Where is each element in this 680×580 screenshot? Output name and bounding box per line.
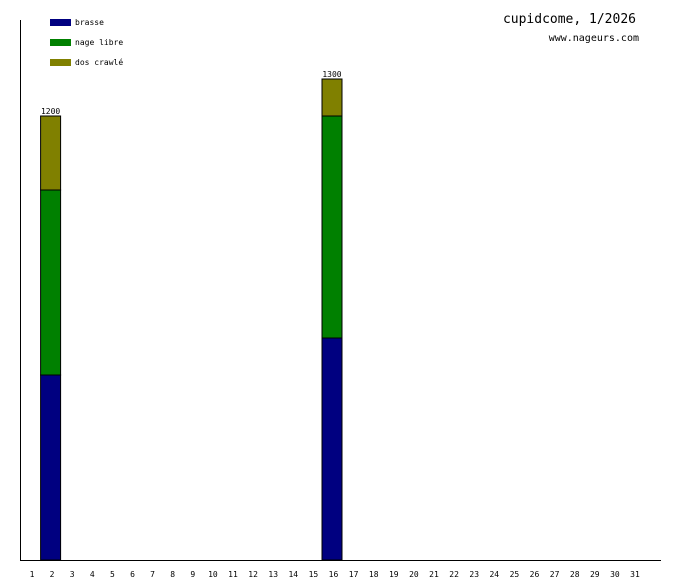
x-tick-label: 24 [489,570,499,579]
x-tick-labels: 1 2 3 4 5 6 7 8 9 10 11 12 13 14 15 16 17 18 19 20 21 22 23 24 2… [30,570,640,579]
bars: 1200 1300 [40,70,343,561]
x-tick-label: 19 [389,570,399,579]
x-tick-label: 25 [510,570,520,579]
x-tick-label: 28 [570,570,580,579]
x-tick-label: 1 [30,570,35,579]
bar-total-label: 1200 [41,107,60,116]
bar-segment [40,189,62,376]
x-tick-label: 16 [329,570,339,579]
legend-label: dos crawlé [75,57,123,67]
x-tick-label: 11 [228,570,238,579]
x-tick-label: 2 [50,570,55,579]
bar-segment [321,337,343,561]
legend-label: brasse [75,18,104,27]
x-tick-label: 14 [288,570,298,579]
x-tick-label: 4 [90,570,95,579]
x-tick-label: 29 [590,570,600,579]
legend-swatch [50,59,71,66]
x-tick-label: 21 [429,570,439,579]
x-tick-label: 7 [150,570,155,579]
x-tick-label: 17 [349,570,359,579]
x-tick-label: 9 [190,570,195,579]
x-tick-label: 31 [630,570,640,579]
bar-segment [40,374,62,561]
chart-subtitle: www.nageurs.com [549,33,639,44]
x-tick-label: 12 [248,570,258,579]
x-tick-label: 30 [610,570,620,579]
bar-total-label: 1300 [322,70,341,79]
x-tick-label: 26 [530,570,540,579]
chart-title: cupidcome, 1/2026 [503,12,636,27]
x-tick-label: 18 [369,570,379,579]
x-tick-label: 20 [409,570,419,579]
legend-swatch [50,39,71,46]
x-tick-label: 27 [550,570,560,579]
legend: brasse nage libre dos crawlé [50,18,123,67]
x-tick-label: 8 [170,570,175,579]
legend-swatch [50,19,71,26]
bar-segment [40,115,62,191]
bar-segment [321,78,343,117]
bar-segment [321,115,343,339]
x-tick-label: 13 [268,570,278,579]
x-tick-label: 22 [449,570,459,579]
legend-label: nage libre [75,38,123,47]
x-tick-label: 3 [70,570,75,579]
x-tick-label: 5 [110,570,115,579]
x-tick-label: 10 [208,570,218,579]
x-tick-label: 23 [469,570,479,579]
x-tick-label: 15 [309,570,319,579]
x-tick-label: 6 [130,570,135,579]
